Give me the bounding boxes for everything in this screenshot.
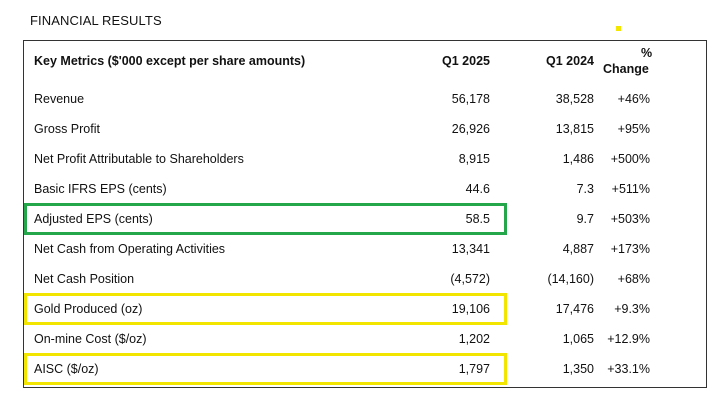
- row-0-q1-2025: 56,178: [451, 92, 490, 106]
- row-7-q1-2024: 17,476: [555, 302, 594, 316]
- highlight-aisc: [24, 353, 507, 385]
- row-9-q1-2024: 1,350: [562, 362, 594, 376]
- row-5-q1-2025: 13,341: [451, 242, 490, 256]
- row-2-label: Net Profit Attributable to Shareholders: [34, 152, 244, 166]
- row-5-label: Net Cash from Operating Activities: [34, 242, 226, 256]
- row-1-label: Gross Profit: [34, 122, 100, 136]
- row-7-label: Gold Produced (oz): [34, 302, 143, 316]
- row-6-change: +68%: [617, 272, 650, 286]
- header-metric: Key Metrics ($'000 except per share amou…: [34, 54, 306, 68]
- yellow-marker: [616, 26, 621, 31]
- row-9-change: +33.1%: [607, 362, 650, 376]
- highlight-gold-produced: [24, 293, 507, 325]
- page-title: FINANCIAL RESULTS: [30, 13, 162, 28]
- row-1-q1-2025: 26,926: [451, 122, 490, 136]
- row-4-q1-2024: 9.7: [576, 212, 594, 226]
- row-7-change: +9.3%: [614, 302, 650, 316]
- row-9-label: AISC ($/oz): [34, 362, 99, 376]
- row-5-change: +173%: [610, 242, 650, 256]
- header-q1-2025: Q1 2025: [442, 54, 490, 68]
- row-2-q1-2025: 8,915: [458, 152, 490, 166]
- row-7-q1-2025: 19,106: [451, 302, 490, 316]
- row-8-label: On-mine Cost ($/oz): [34, 332, 147, 346]
- row-8-change: +12.9%: [607, 332, 650, 346]
- row-0-q1-2024: 38,528: [555, 92, 594, 106]
- row-0-label: Revenue: [34, 92, 85, 106]
- row-3-label: Basic IFRS EPS (cents): [34, 182, 167, 196]
- row-0-change: +46%: [617, 92, 650, 106]
- row-6-label: Net Cash Position: [34, 272, 135, 286]
- header-pct-change: Change: [603, 62, 649, 76]
- row-1-q1-2024: 13,815: [555, 122, 594, 136]
- row-3-q1-2024: 7.3: [576, 182, 594, 196]
- row-8-q1-2025: 1,202: [458, 332, 490, 346]
- row-2-q1-2024: 1,486: [562, 152, 594, 166]
- row-3-q1-2025: 44.6: [465, 182, 490, 196]
- row-4-q1-2025: 58.5: [465, 212, 490, 226]
- row-4-label: Adjusted EPS (cents): [34, 212, 153, 226]
- row-4-change: +503%: [610, 212, 650, 226]
- row-5-q1-2024: 4,887: [562, 242, 594, 256]
- highlight-adjusted-eps: [24, 203, 507, 235]
- header-q1-2024: Q1 2024: [546, 54, 594, 68]
- row-6-q1-2025: (4,572): [450, 272, 490, 286]
- row-8-q1-2024: 1,065: [562, 332, 594, 346]
- row-1-change: +95%: [617, 122, 650, 136]
- financial-results-table: Key Metrics ($'000 except per share amou…: [23, 40, 707, 388]
- row-9-q1-2025: 1,797: [458, 362, 490, 376]
- row-6-q1-2024: (14,160): [547, 272, 594, 286]
- row-2-change: +500%: [610, 152, 650, 166]
- header-pct-symbol: %: [641, 46, 653, 60]
- row-3-change: +511%: [611, 182, 650, 196]
